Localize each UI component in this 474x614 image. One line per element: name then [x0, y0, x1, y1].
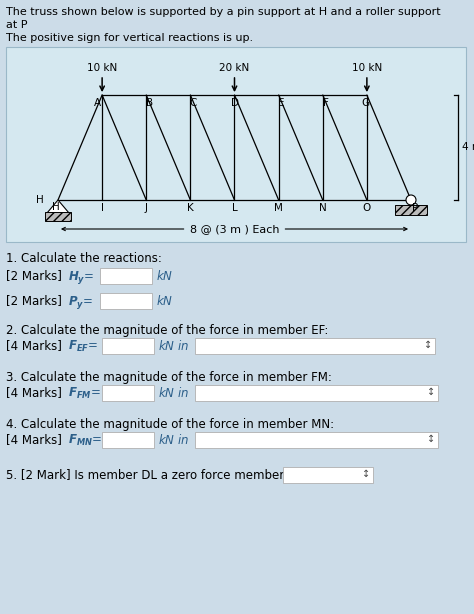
Text: The truss shown below is supported by a pin support at H and a roller support: The truss shown below is supported by a …	[6, 7, 441, 17]
Text: $\bfit{F}_{\bfit{MN}}$=: $\bfit{F}_{\bfit{MN}}$=	[68, 433, 102, 448]
Bar	[195, 432, 438, 448]
Text: The positive sign for vertical reactions is up.: The positive sign for vertical reactions…	[6, 33, 253, 43]
Text: 20 kN: 20 kN	[219, 63, 250, 73]
Text: [4 Marks]: [4 Marks]	[6, 433, 65, 446]
Text: at P: at P	[6, 20, 27, 30]
Bar	[102, 338, 154, 354]
Text: ↕: ↕	[424, 340, 432, 350]
Text: $kN$: $kN$	[156, 294, 173, 308]
Bar	[395, 205, 427, 215]
Text: H: H	[52, 202, 60, 212]
Text: $\bfit{H}_{\bfit{y}}$=: $\bfit{H}_{\bfit{y}}$=	[68, 269, 94, 286]
Text: $kN$ in: $kN$ in	[158, 433, 189, 447]
Text: [4 Marks]: [4 Marks]	[6, 386, 65, 399]
Bar	[195, 385, 438, 401]
Text: F: F	[323, 98, 328, 108]
Bar	[283, 467, 373, 483]
Text: ↕: ↕	[427, 387, 435, 397]
Bar	[195, 338, 435, 354]
Bar	[100, 293, 152, 309]
Text: [4 Marks]: [4 Marks]	[6, 339, 65, 352]
Text: 4 m: 4 m	[462, 142, 474, 152]
Polygon shape	[47, 200, 69, 213]
Bar	[100, 268, 152, 284]
Text: 1. Calculate the reactions:: 1. Calculate the reactions:	[6, 252, 162, 265]
Text: E: E	[278, 98, 285, 108]
Text: $kN$ in: $kN$ in	[158, 386, 189, 400]
Text: J: J	[145, 203, 148, 213]
Text: ↕: ↕	[362, 469, 370, 479]
Text: 3. Calculate the magnitude of the force in member FM:: 3. Calculate the magnitude of the force …	[6, 371, 332, 384]
Text: A: A	[93, 98, 100, 108]
Text: P: P	[412, 203, 418, 213]
Text: B: B	[146, 98, 153, 108]
Text: 2. Calculate the magnitude of the force in member EF:: 2. Calculate the magnitude of the force …	[6, 324, 328, 337]
Text: $kN$ in: $kN$ in	[158, 339, 189, 353]
Text: ↕: ↕	[427, 434, 435, 444]
Text: $\bfit{F}_{\bfit{EF}}$=: $\bfit{F}_{\bfit{EF}}$=	[68, 339, 99, 354]
Text: $kN$: $kN$	[156, 269, 173, 283]
Text: 10 kN: 10 kN	[87, 63, 117, 73]
Text: H: H	[36, 195, 44, 205]
Text: K: K	[187, 203, 194, 213]
Text: N: N	[319, 203, 327, 213]
Text: [2 Marks]: [2 Marks]	[6, 269, 65, 282]
Text: C: C	[190, 98, 197, 108]
Text: G: G	[362, 98, 370, 108]
Text: M: M	[274, 203, 283, 213]
Text: I: I	[100, 203, 104, 213]
Text: [2 Marks]: [2 Marks]	[6, 294, 65, 307]
Text: 5. [2 Mark] Is member DL a zero force member?: 5. [2 Mark] Is member DL a zero force me…	[6, 468, 291, 481]
Bar	[6, 47, 466, 242]
Circle shape	[406, 195, 416, 205]
Text: 8 @ (3 m ) Each: 8 @ (3 m ) Each	[190, 224, 279, 234]
Bar	[102, 385, 154, 401]
Text: $\bfit{P}_{\bfit{y}}$=: $\bfit{P}_{\bfit{y}}$=	[68, 294, 93, 311]
Text: 10 kN: 10 kN	[352, 63, 382, 73]
Text: 4. Calculate the magnitude of the force in member MN:: 4. Calculate the magnitude of the force …	[6, 418, 334, 431]
Text: O: O	[363, 203, 371, 213]
Text: D: D	[231, 98, 239, 108]
Text: L: L	[232, 203, 237, 213]
Text: $\bfit{F}_{\bfit{FM}}$=: $\bfit{F}_{\bfit{FM}}$=	[68, 386, 101, 401]
Bar	[45, 212, 71, 221]
Bar	[102, 432, 154, 448]
